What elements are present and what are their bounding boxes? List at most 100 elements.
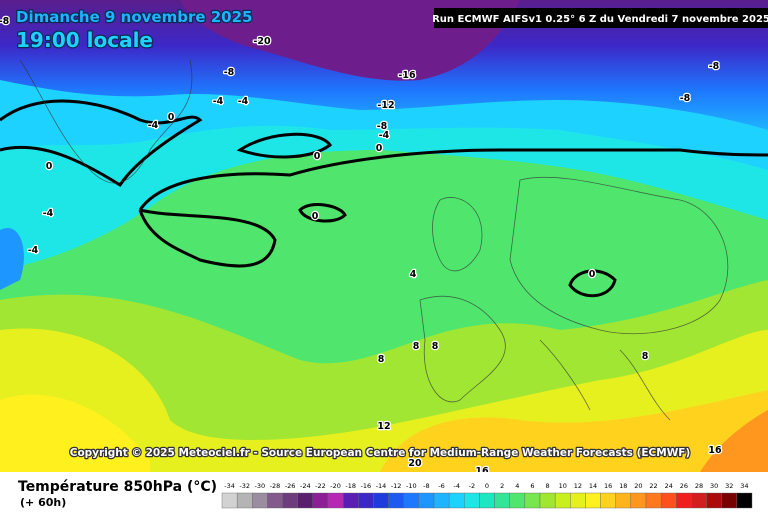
colorbar-label: 8	[546, 482, 550, 490]
colorbar-label: 4	[515, 482, 519, 490]
colorbar-swatch	[721, 492, 738, 509]
colorbar-label: 26	[680, 482, 688, 490]
colorbar-swatch	[327, 492, 344, 509]
colorbar-swatch	[736, 492, 753, 509]
contour-label: 20	[408, 458, 422, 469]
contour-label: -8	[0, 16, 10, 27]
run-info: Run ECMWF AIFSv1 0.25° 6 Z du Vendredi 7…	[432, 14, 768, 25]
colorbar-swatch	[464, 492, 480, 509]
colorbar-label: -10	[406, 482, 417, 490]
colorbar-swatch	[448, 492, 465, 509]
contour-label: 8	[378, 354, 385, 365]
contour-label: -12	[377, 100, 394, 111]
warm-band	[380, 390, 768, 472]
colorbar-swatch	[554, 492, 571, 509]
colorbar-swatch	[236, 492, 253, 509]
colorbar-swatch	[509, 492, 526, 509]
colorbar-label: 12	[574, 482, 582, 490]
contour-label: -4	[148, 120, 159, 131]
colorbar-swatch	[267, 492, 283, 509]
contour-label: -4	[213, 96, 224, 107]
contour-label: 0	[314, 151, 321, 162]
contour-label: 0	[589, 269, 596, 280]
colorbar-swatch	[585, 492, 601, 509]
colorbar-swatch	[494, 492, 510, 509]
colorbar-swatch	[615, 492, 632, 509]
colorbar-label: 0	[485, 482, 489, 490]
contour-label: -8	[377, 121, 388, 132]
colorbar-swatch	[373, 492, 389, 509]
contour-label: -8	[224, 67, 235, 78]
colorbar-swatch	[645, 492, 662, 509]
colorbar-swatch	[342, 492, 359, 509]
colorbar-swatch	[706, 492, 722, 509]
lead-time: (+ 60h)	[20, 496, 66, 509]
contour-labels: -8-20-8-16-8-4-4-12-8-40-8-4000-40-44088…	[0, 15, 723, 479]
contour-label: -16	[398, 70, 416, 81]
colorbar-swatch	[312, 492, 329, 509]
colorbar-swatch	[570, 492, 586, 509]
colorbar-swatch	[524, 492, 541, 509]
contour-label: 8	[432, 341, 439, 352]
colorbar-label: -12	[391, 482, 402, 490]
forecast-time: 19:00 locale	[16, 28, 153, 52]
colorbar-label: -2	[469, 482, 475, 490]
colorbar-swatch	[418, 492, 435, 509]
colorbar-label: -28	[270, 482, 281, 490]
colorbar-label: -18	[345, 482, 356, 490]
map	[0, 0, 768, 472]
legend-title: Température 850hPa (°C)	[18, 479, 217, 495]
zero-isotherm	[0, 99, 768, 298]
colorbar-swatch	[676, 492, 692, 509]
colorbar-label: -4	[453, 482, 459, 490]
colorbar-swatch	[297, 492, 314, 509]
colorbar-label: -24	[300, 482, 311, 490]
colorbar-label: -34	[224, 482, 235, 490]
colorbar-swatch	[252, 492, 268, 509]
colorbar-label: -16	[361, 482, 372, 490]
colorbar-label: -22	[315, 482, 326, 490]
colorbar-label: 10	[559, 482, 567, 490]
colorbar-swatch	[403, 492, 420, 509]
colorbar-swatch	[539, 492, 556, 509]
colorbar-label: -20	[330, 482, 341, 490]
colorbar-label: -8	[423, 482, 429, 490]
cool-band	[0, 228, 24, 290]
forecast-date: Dimanche 9 novembre 2025	[16, 8, 253, 26]
colorbar-label: 32	[725, 482, 733, 490]
contour-label: 4	[410, 269, 417, 280]
colorbar-swatch	[433, 492, 450, 509]
contour-label: -4	[379, 130, 390, 141]
colorbar-label: 20	[634, 482, 642, 490]
colorbar-swatch	[388, 492, 404, 509]
colorbar-label: 16	[604, 482, 612, 490]
contour-label: 12	[377, 421, 390, 432]
colorbar-label: -6	[438, 482, 444, 490]
colorbar-swatch	[691, 492, 707, 509]
copyright: Copyright © 2025 Meteociel.fr - Source E…	[70, 447, 691, 459]
run-box	[434, 8, 768, 28]
colorbar-label: 34	[740, 482, 748, 490]
colorbar-swatch	[282, 492, 298, 509]
colorbar-label: -30	[255, 482, 266, 490]
colorbar-swatch	[358, 492, 374, 509]
contour-label: -4	[28, 245, 39, 256]
colorbar-label: -14	[376, 482, 387, 490]
colorbar-label: -26	[285, 482, 296, 490]
colorbar: -34 -32 -30 -28 -26 -24 -22 -20 -18 -16 -14 -12 -10-…	[221, 482, 753, 509]
warm-band	[700, 410, 768, 472]
contour-label: -4	[238, 96, 249, 107]
contour-label: 16	[708, 445, 722, 456]
contour-label: -8	[709, 61, 720, 72]
colorbar-label: 28	[695, 482, 703, 490]
colorbar-label: 24	[665, 482, 673, 490]
colorbar-label: -32	[239, 482, 250, 490]
contour-label: -20	[253, 36, 271, 47]
contour-label: 0	[376, 143, 383, 154]
contour-label: -8	[680, 93, 691, 104]
colorbar-label: 18	[619, 482, 627, 490]
contour-label: 8	[642, 351, 649, 362]
colorbar-swatch	[221, 492, 238, 509]
contour-label: 0	[46, 161, 53, 172]
